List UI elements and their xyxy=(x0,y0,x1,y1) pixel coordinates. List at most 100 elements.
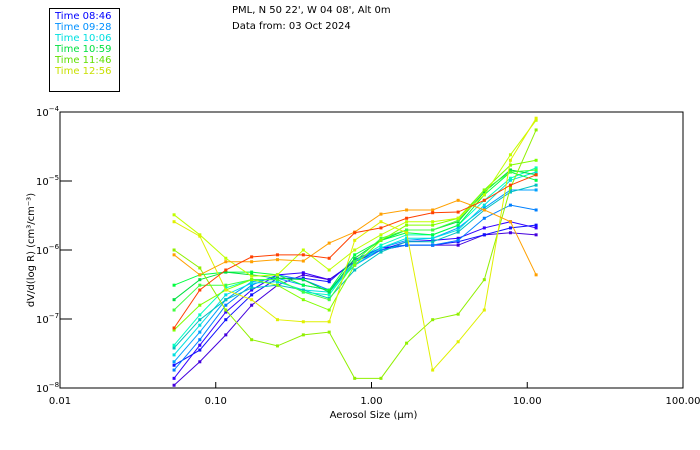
data-point xyxy=(482,190,486,194)
data-point xyxy=(379,250,383,254)
data-point xyxy=(275,344,279,348)
data-point xyxy=(508,176,512,180)
data-point xyxy=(456,223,460,227)
data-point xyxy=(275,283,279,287)
data-point xyxy=(327,241,331,245)
data-point xyxy=(327,308,331,312)
legend: Time 08:46 Time 09:28 Time 10:06 Time 10… xyxy=(49,8,120,92)
data-point xyxy=(482,206,486,210)
data-point xyxy=(353,256,357,260)
data-point xyxy=(534,223,538,227)
data-point xyxy=(508,168,512,172)
data-point xyxy=(508,158,512,162)
data-point xyxy=(327,268,331,272)
data-point xyxy=(172,376,176,380)
data-point xyxy=(327,288,331,292)
data-point xyxy=(224,270,228,274)
data-point xyxy=(172,360,176,364)
y-tick-label: 10−8 xyxy=(36,381,59,395)
data-point xyxy=(353,263,357,267)
data-point xyxy=(508,190,512,194)
data-point xyxy=(508,226,512,230)
data-point xyxy=(172,363,176,367)
y-tick-label: 10−6 xyxy=(36,243,60,257)
data-point xyxy=(301,253,305,257)
data-point xyxy=(482,203,486,207)
data-point xyxy=(301,298,305,302)
data-point xyxy=(250,283,254,287)
data-point xyxy=(379,376,383,380)
x-tick-label: 1.00 xyxy=(360,396,382,407)
data-point xyxy=(250,278,254,282)
x-axis-label: Aerosol Size (µm) xyxy=(330,410,418,421)
data-point xyxy=(275,273,279,277)
data-point xyxy=(456,340,460,344)
data-point xyxy=(482,308,486,312)
data-point xyxy=(405,243,409,247)
legend-item: Time 10:06 xyxy=(55,33,112,44)
data-point xyxy=(198,283,202,287)
series-line xyxy=(173,171,537,356)
series-line xyxy=(173,159,537,331)
data-point xyxy=(250,274,254,278)
data-point xyxy=(379,248,383,252)
data-point xyxy=(250,303,254,307)
data-point xyxy=(534,208,538,212)
data-point xyxy=(456,218,460,222)
data-point xyxy=(301,248,305,252)
legend-item: Time 12:56 xyxy=(55,66,112,77)
data-point xyxy=(405,216,409,220)
data-point xyxy=(301,273,305,277)
data-point xyxy=(431,240,435,244)
data-point xyxy=(301,288,305,292)
data-point xyxy=(379,212,383,216)
data-point xyxy=(224,283,228,287)
data-point xyxy=(172,220,176,224)
data-point xyxy=(508,163,512,167)
data-point xyxy=(456,230,460,234)
data-point xyxy=(198,338,202,342)
data-point xyxy=(534,273,538,277)
data-point xyxy=(508,178,512,182)
data-point xyxy=(198,234,202,238)
data-point xyxy=(198,323,202,327)
data-point xyxy=(353,253,357,257)
data-point xyxy=(275,318,279,322)
data-point xyxy=(275,253,279,257)
data-point xyxy=(379,226,383,230)
data-point xyxy=(275,258,279,262)
data-point xyxy=(172,248,176,252)
data-point xyxy=(456,238,460,242)
data-point xyxy=(172,353,176,357)
data-point xyxy=(172,328,176,332)
data-point xyxy=(275,278,279,282)
data-point xyxy=(534,158,538,162)
data-point xyxy=(327,330,331,334)
legend-item: Time 11:46 xyxy=(55,55,112,66)
series-line xyxy=(173,221,537,379)
x-tick-label: 0.01 xyxy=(49,396,71,407)
data-point xyxy=(405,208,409,212)
data-point xyxy=(250,293,254,297)
data-point xyxy=(379,220,383,224)
data-point xyxy=(405,341,409,345)
data-point xyxy=(534,178,538,182)
data-point xyxy=(224,268,228,272)
data-point xyxy=(405,223,409,227)
x-tick-label: 0.10 xyxy=(205,396,227,407)
data-point xyxy=(431,220,435,224)
data-point xyxy=(456,198,460,202)
data-point xyxy=(456,312,460,316)
data-point xyxy=(534,128,538,132)
data-point xyxy=(172,253,176,257)
data-point xyxy=(482,278,486,282)
data-point xyxy=(198,273,202,277)
chart-title-location: PML, N 50 22', W 04 08', Alt 0m xyxy=(232,5,391,16)
data-point xyxy=(353,248,357,252)
data-point xyxy=(224,303,228,307)
data-point xyxy=(224,298,228,302)
data-point xyxy=(198,278,202,282)
data-point xyxy=(224,333,228,337)
data-point xyxy=(172,383,176,387)
data-point xyxy=(224,260,228,264)
